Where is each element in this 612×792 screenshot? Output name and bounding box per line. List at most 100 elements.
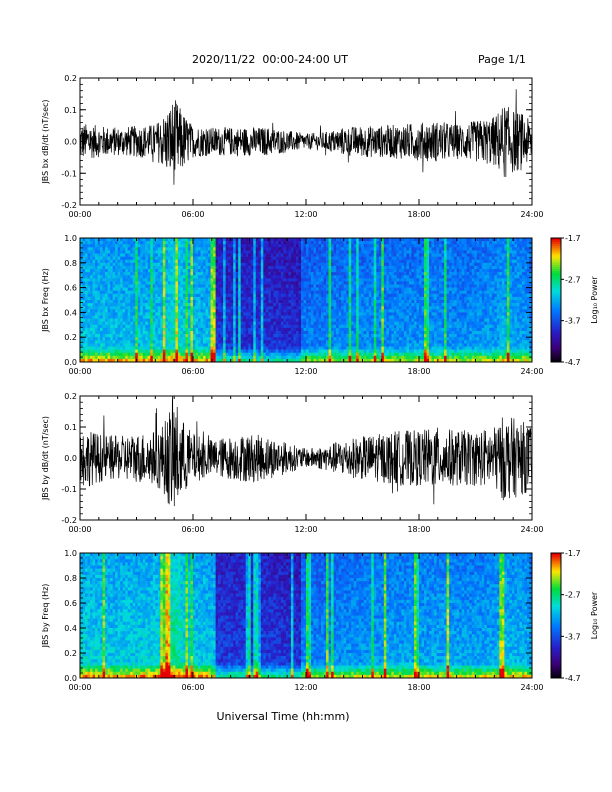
spectrogram-cell — [172, 287, 176, 291]
spectrogram-cell — [358, 331, 362, 335]
spectrogram-cell — [348, 334, 352, 338]
spectrogram-cell — [92, 293, 96, 298]
spectrogram-cell — [107, 312, 111, 316]
spectrogram-cell — [130, 327, 134, 332]
spectrogram-cell — [112, 244, 116, 248]
spectrogram-cell — [117, 275, 121, 279]
spectrogram-cell — [368, 303, 372, 307]
spectrogram-cell — [120, 253, 123, 257]
spectrogram-cell — [117, 324, 121, 329]
spectrogram-cell — [80, 296, 83, 301]
spectrogram-cell — [182, 340, 186, 344]
spectrogram-cell — [368, 244, 372, 248]
spectrogram-cell — [147, 340, 151, 344]
spectrogram-cell — [177, 262, 181, 267]
spectrogram-cell — [182, 262, 186, 267]
spectrogram-cell — [295, 272, 299, 276]
spectrogram-cell — [165, 321, 169, 326]
spectrogram-cell — [228, 337, 231, 341]
spectrogram-cell — [268, 309, 272, 313]
spectrogram-cell — [268, 284, 272, 288]
spectrogram-cell — [92, 315, 96, 319]
spectrogram-cell — [85, 352, 88, 357]
spectrogram-cell — [205, 300, 209, 304]
spectrogram-cell — [366, 241, 370, 245]
spectrogram-cell — [135, 287, 139, 291]
spectrogram-cell — [348, 303, 352, 307]
spectrogram-cell — [366, 290, 370, 295]
spectrogram-cell — [383, 278, 387, 282]
spectrogram-cell — [220, 244, 224, 248]
spectrogram-cell — [270, 290, 274, 295]
spectrogram-cell — [225, 262, 229, 267]
spectrogram-cell — [198, 331, 201, 335]
spectrogram-cell — [122, 346, 126, 350]
spectrogram-cell — [288, 355, 292, 360]
spectrogram-cell — [283, 358, 287, 363]
spectrogram-cell — [117, 343, 121, 347]
spectrogram-cell — [288, 349, 292, 353]
spectrogram-cell — [190, 315, 194, 319]
spectrogram-cell — [172, 262, 176, 267]
spectrogram-cell — [348, 281, 352, 285]
spectrogram-cell — [295, 340, 299, 344]
spectrogram-cell — [285, 352, 289, 357]
spectrogram-cell — [295, 275, 299, 279]
spectrogram-cell — [223, 352, 226, 357]
spectrogram-cell — [185, 352, 189, 357]
spectrogram-cell — [213, 334, 216, 338]
spectrogram-cell — [326, 337, 329, 341]
spectrogram-cell — [341, 312, 344, 316]
spectrogram-cell — [376, 343, 380, 347]
spectrogram-cell — [180, 300, 184, 304]
spectrogram-cell — [180, 352, 184, 357]
spectrogram-cell — [348, 331, 352, 335]
spectrogram-cell — [290, 343, 294, 347]
spectrogram-cell — [368, 321, 372, 326]
spectrogram-cell — [112, 293, 116, 298]
spectrogram-cell — [110, 334, 113, 338]
spectrogram-cell — [313, 284, 317, 288]
spectrogram-cell — [273, 244, 277, 248]
spectrogram-cell — [338, 287, 342, 291]
spectrogram-cell — [135, 321, 139, 326]
spectrogram-cell — [150, 306, 154, 310]
spectrogram-cell — [203, 343, 206, 347]
spectrogram-cell — [303, 296, 307, 301]
spectrogram-cell — [213, 309, 216, 313]
spectrogram-cell — [260, 275, 264, 279]
spectrogram-cell — [145, 278, 149, 282]
spectrogram-cell — [233, 250, 236, 254]
spectrogram-cell — [122, 265, 126, 270]
spectrogram-cell — [165, 275, 169, 279]
spectrogram-cell — [275, 241, 279, 245]
spectrogram-cell — [238, 269, 242, 273]
spectrogram-cell — [341, 262, 344, 267]
spectrogram-cell — [135, 281, 139, 285]
spectrogram-cell — [85, 327, 88, 332]
spectrogram-cell — [175, 259, 179, 264]
spectrogram-cell — [381, 312, 385, 316]
spectrogram-cell — [162, 269, 166, 273]
spectrogram-cell — [265, 253, 269, 257]
spectrogram-cell — [155, 358, 159, 363]
spectrogram-cell — [235, 318, 239, 322]
spectrogram-cell — [318, 278, 322, 282]
spectrogram-cell — [157, 340, 161, 344]
spectrogram-cell — [298, 343, 302, 347]
spectrogram-cell — [341, 259, 344, 264]
spectrogram-cell — [356, 327, 360, 332]
spectrogram-cell — [107, 296, 111, 301]
spectrogram-cell — [336, 334, 339, 338]
spectrogram-cell — [371, 250, 375, 254]
spectrogram-cell — [150, 265, 154, 270]
spectrogram-cell — [90, 253, 93, 257]
spectrogram-cell — [142, 327, 146, 332]
spectrogram-cell — [366, 300, 370, 304]
spectrogram-cell — [225, 278, 229, 282]
spectrogram-cell — [250, 253, 254, 257]
spectrogram-cell — [300, 331, 304, 335]
spectrogram-cell — [172, 272, 176, 276]
spectrogram-cell — [273, 265, 277, 270]
spectrogram-cell — [323, 318, 327, 322]
